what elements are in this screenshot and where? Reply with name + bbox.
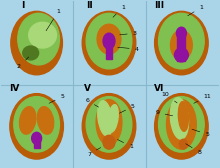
Ellipse shape: [86, 97, 132, 152]
Ellipse shape: [14, 97, 59, 152]
Ellipse shape: [23, 46, 38, 60]
Text: 1: 1: [46, 9, 60, 31]
Bar: [34, 136, 40, 148]
Ellipse shape: [179, 139, 187, 149]
Text: 5: 5: [49, 94, 64, 103]
Text: 2: 2: [17, 57, 29, 69]
Ellipse shape: [29, 22, 57, 48]
Text: 9: 9: [156, 110, 173, 116]
Text: VI: VI: [154, 84, 165, 93]
Text: 11: 11: [194, 94, 211, 103]
Ellipse shape: [155, 11, 208, 75]
Text: 1: 1: [113, 5, 125, 17]
Ellipse shape: [10, 94, 63, 159]
Ellipse shape: [178, 102, 188, 131]
Ellipse shape: [18, 13, 59, 65]
Ellipse shape: [96, 100, 122, 145]
Text: 1: 1: [188, 5, 203, 16]
Ellipse shape: [170, 98, 189, 139]
Ellipse shape: [11, 11, 62, 75]
Ellipse shape: [103, 33, 115, 49]
Text: II: II: [86, 1, 93, 10]
Ellipse shape: [170, 30, 192, 60]
Ellipse shape: [86, 13, 132, 69]
Ellipse shape: [37, 107, 54, 134]
Ellipse shape: [32, 132, 42, 144]
Text: 5: 5: [119, 104, 135, 113]
Ellipse shape: [98, 101, 112, 136]
Text: 8: 8: [186, 144, 201, 155]
Ellipse shape: [176, 27, 186, 39]
Ellipse shape: [97, 24, 121, 54]
Ellipse shape: [167, 100, 196, 149]
Text: 4: 4: [118, 47, 139, 52]
Ellipse shape: [159, 13, 204, 69]
Text: 3: 3: [120, 31, 137, 36]
Text: 7: 7: [87, 148, 101, 157]
Ellipse shape: [159, 97, 204, 152]
Ellipse shape: [155, 94, 208, 159]
Ellipse shape: [174, 48, 188, 62]
Text: 10: 10: [162, 92, 177, 103]
Text: 6: 6: [85, 98, 99, 107]
Ellipse shape: [82, 11, 136, 75]
Text: IV: IV: [10, 84, 20, 93]
Ellipse shape: [20, 107, 36, 134]
Bar: [177, 33, 185, 61]
Ellipse shape: [82, 94, 136, 159]
Text: 5: 5: [192, 129, 209, 137]
Bar: [106, 43, 112, 59]
Text: I: I: [21, 1, 24, 10]
Text: V: V: [84, 84, 91, 93]
Text: III: III: [154, 1, 165, 10]
Ellipse shape: [108, 105, 118, 132]
Text: 1: 1: [117, 139, 133, 149]
Ellipse shape: [103, 135, 115, 149]
